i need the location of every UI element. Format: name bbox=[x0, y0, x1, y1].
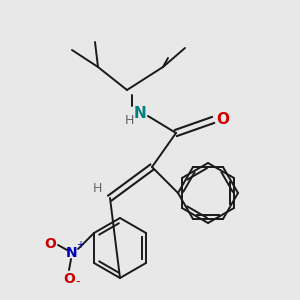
Text: -: - bbox=[76, 275, 80, 289]
Text: H: H bbox=[92, 182, 102, 196]
Text: O: O bbox=[44, 237, 56, 251]
Text: H: H bbox=[124, 115, 134, 128]
Text: N: N bbox=[66, 246, 78, 260]
Text: N: N bbox=[134, 106, 146, 121]
Text: O: O bbox=[63, 272, 75, 286]
Text: +: + bbox=[76, 240, 84, 250]
Text: O: O bbox=[217, 112, 230, 128]
